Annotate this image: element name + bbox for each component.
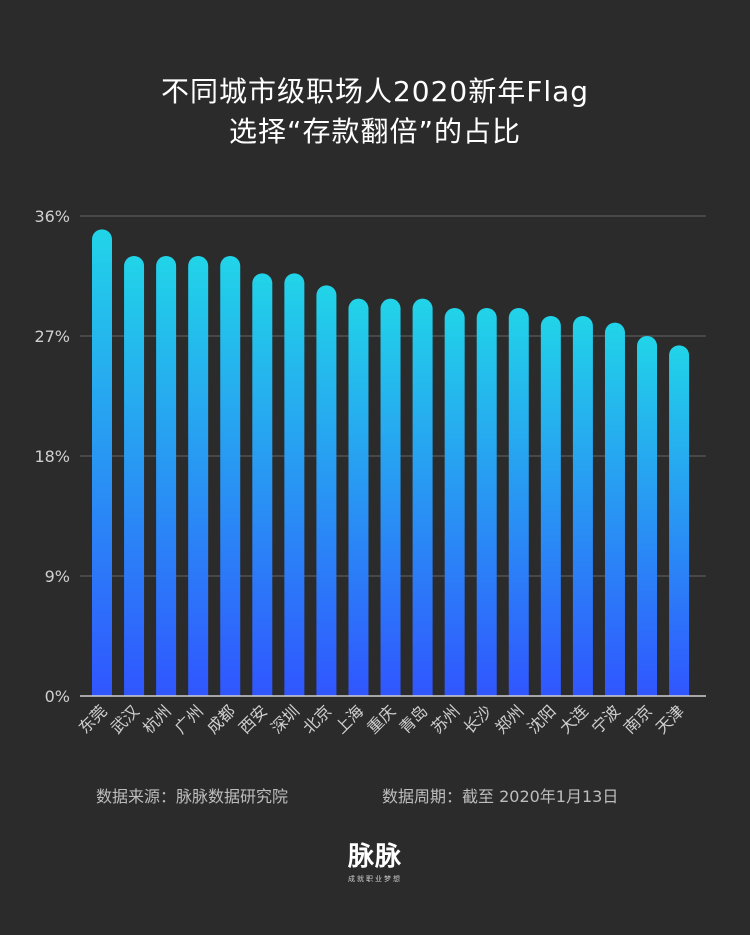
data-source-text: 数据来源：脉脉数据研究院 — [96, 787, 289, 806]
bar-1 — [92, 229, 112, 697]
bar-17 — [604, 322, 625, 696]
chart-title-line-2: 选择“存款翻倍”的占比 — [228, 115, 521, 148]
logo-slogan: 成就职业梦想 — [348, 875, 402, 883]
bar-10 — [380, 298, 401, 696]
maimai-logo: 脉脉 成就职业梦想 — [0, 842, 750, 884]
bar-4 — [188, 256, 209, 696]
bar-2 — [124, 256, 145, 696]
x-tick-label: 西安 — [235, 701, 271, 737]
bars — [92, 229, 690, 697]
y-tick-label: 36% — [34, 207, 70, 226]
x-tick-label: 成都 — [203, 701, 239, 737]
bar-14 — [508, 308, 529, 696]
bar-8 — [316, 285, 337, 696]
chart-title: 不同城市级职场人2020新年Flag 选择“存款翻倍”的占比 — [0, 72, 750, 152]
y-tick-label: 27% — [34, 327, 70, 346]
x-tick-label: 苏州 — [427, 701, 463, 737]
data-period-text: 数据周期：截至 2020年1月13日 — [382, 787, 619, 806]
x-tick-label: 长沙 — [459, 701, 495, 737]
x-tick-label: 杭州 — [139, 701, 175, 737]
y-axis-ticks: 0% 9% 18% 27% 36% — [34, 207, 70, 706]
bar-3 — [156, 256, 177, 696]
bar-chart: 0% 9% 18% 27% 36% 东莞武汉杭州广州成都西安深圳北京上海重庆青岛苏州长沙… — [34, 207, 706, 737]
bar-19 — [669, 345, 690, 696]
x-tick-label: 深圳 — [267, 701, 303, 737]
footer: 数据来源：脉脉数据研究院 数据周期：截至 2020年1月13日 — [96, 783, 618, 807]
x-tick-label: 大连 — [556, 701, 592, 737]
x-tick-label: 上海 — [331, 701, 367, 737]
x-tick-label: 北京 — [299, 701, 335, 737]
x-tick-label: 武汉 — [107, 701, 143, 737]
x-tick-label: 宁波 — [588, 701, 624, 737]
x-tick-label: 重庆 — [363, 701, 399, 737]
bar-18 — [637, 336, 658, 696]
bar-11 — [412, 298, 433, 696]
bar-6 — [252, 273, 273, 696]
x-tick-label: 南京 — [620, 701, 656, 737]
bar-16 — [572, 316, 593, 696]
chart-title-line-1: 不同城市级职场人2020新年Flag — [160, 75, 590, 108]
bar-9 — [348, 298, 369, 696]
bar-12 — [444, 308, 465, 696]
x-tick-label: 广州 — [171, 701, 207, 737]
y-tick-label: 0% — [45, 687, 70, 706]
bar-7 — [284, 273, 305, 696]
bar-15 — [540, 316, 561, 696]
x-tick-label: 天津 — [652, 701, 688, 737]
bar-5 — [220, 256, 241, 696]
logo-name: 脉脉 — [347, 842, 402, 872]
x-tick-label: 郑州 — [492, 701, 528, 737]
x-tick-label: 青岛 — [395, 701, 431, 737]
x-tick-label: 沈阳 — [524, 701, 560, 737]
y-tick-label: 9% — [45, 567, 70, 586]
bar-13 — [476, 308, 497, 696]
x-tick-label: 东莞 — [75, 701, 111, 737]
y-tick-label: 18% — [34, 447, 70, 466]
